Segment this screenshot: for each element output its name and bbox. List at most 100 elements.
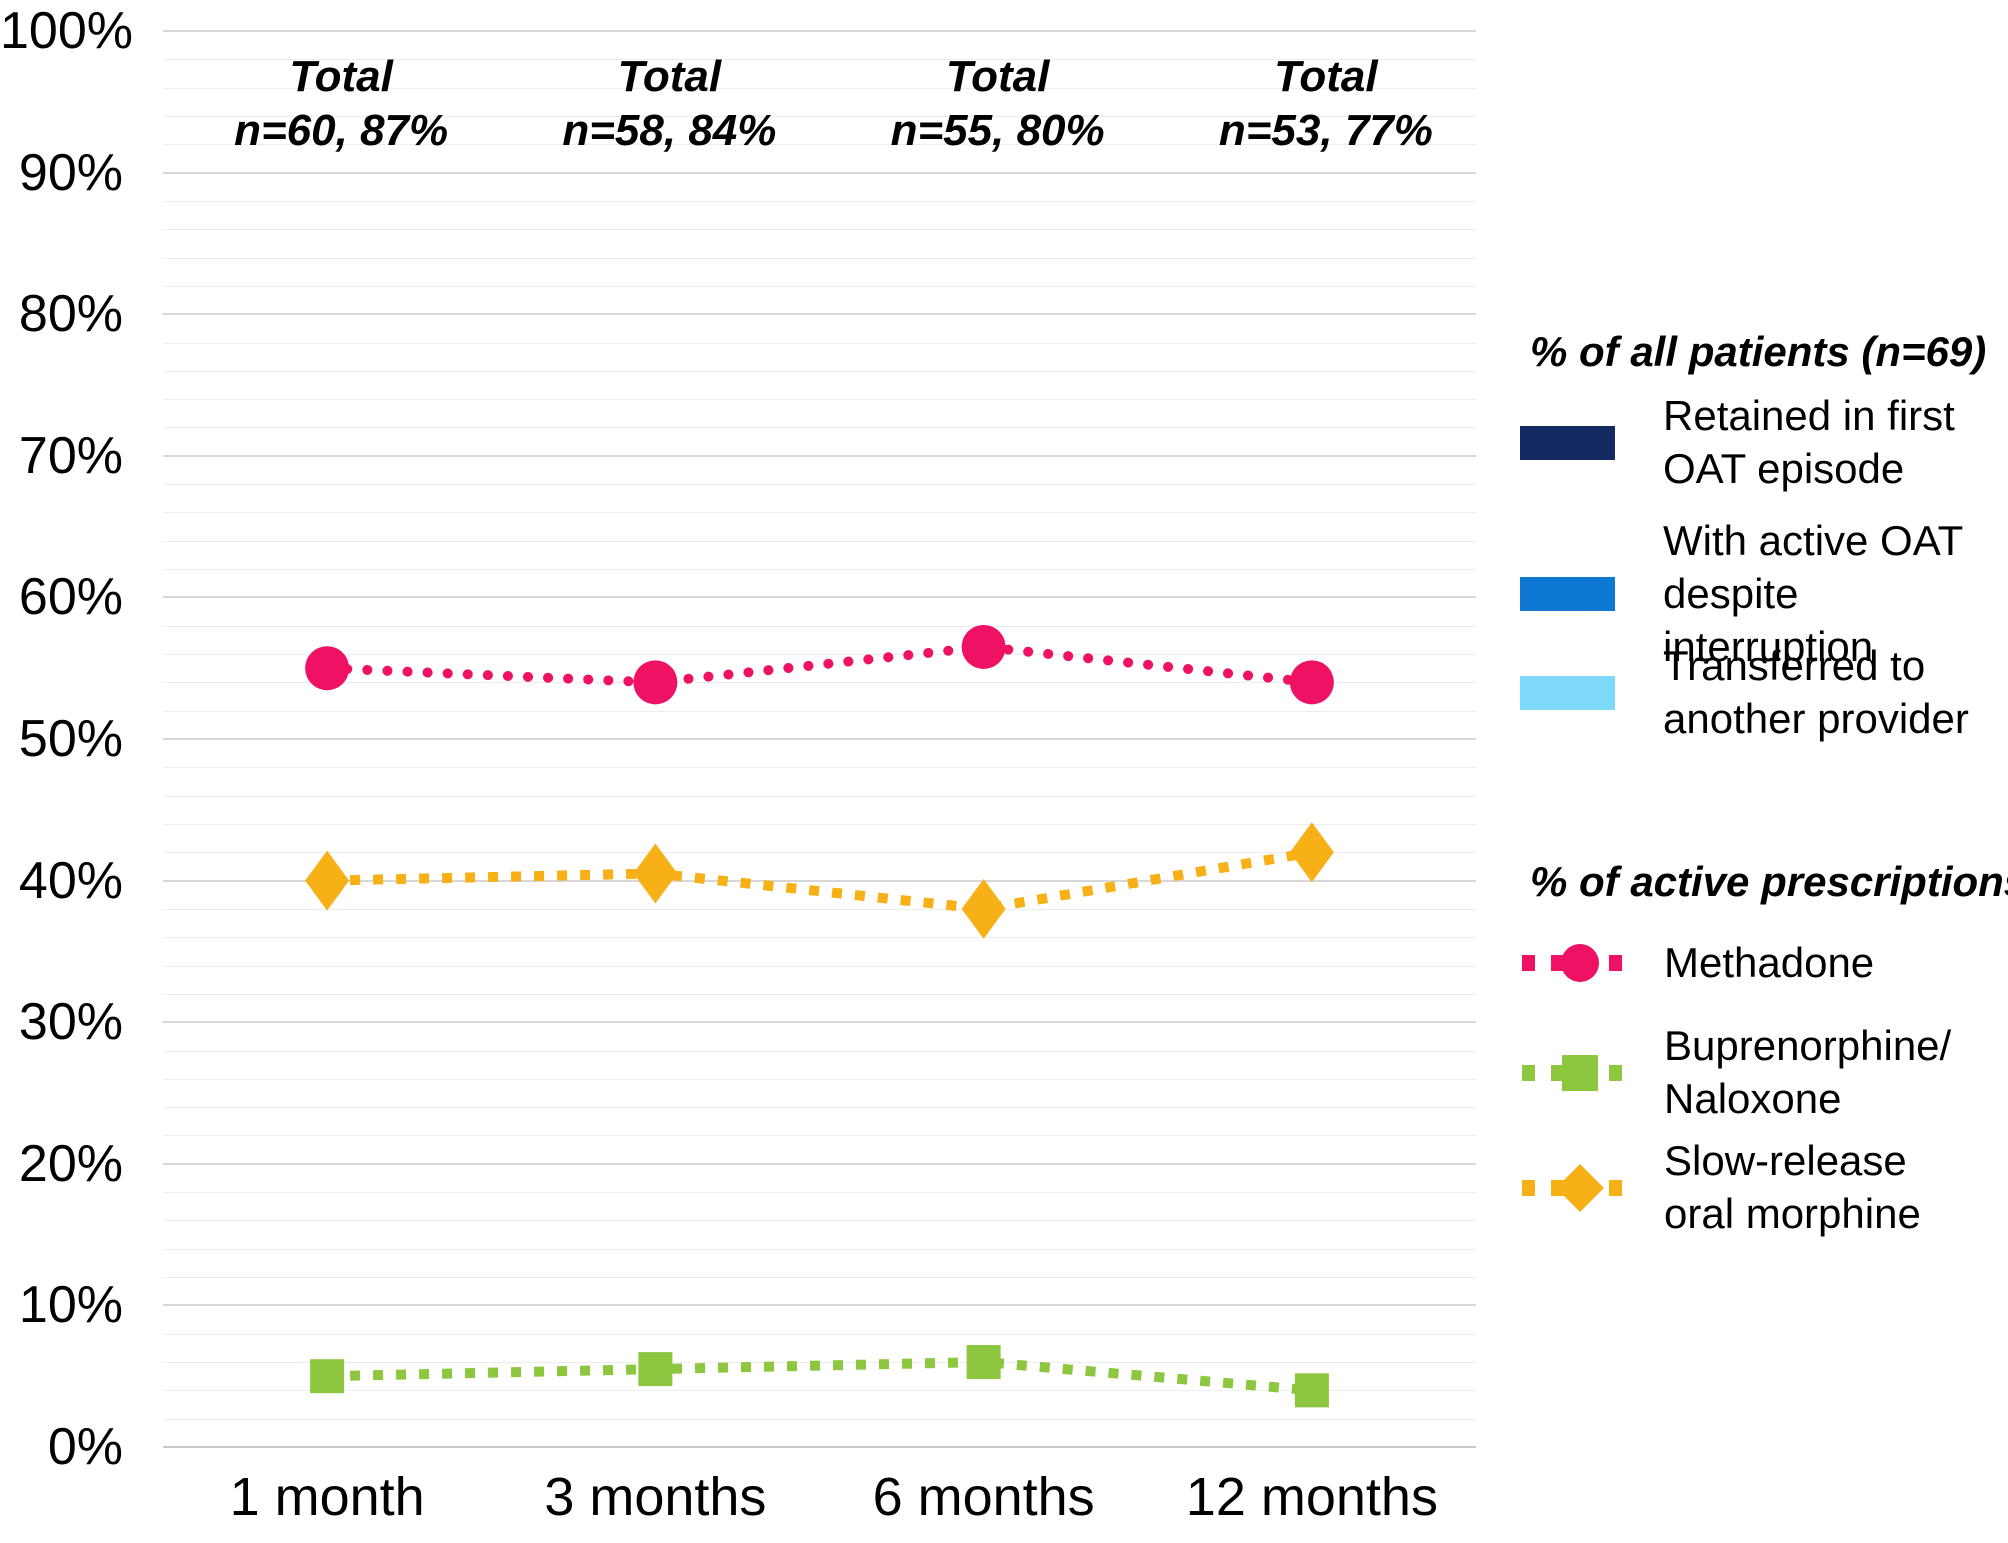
gridline-minor — [163, 144, 1476, 146]
y-tick-label: 50% — [18, 710, 123, 768]
gridline-major — [163, 879, 1476, 882]
gridline-major — [163, 1162, 1476, 1165]
circle-line-icon — [1522, 944, 1638, 982]
gridline-minor — [163, 512, 1476, 514]
legend-item-with: With active OAT despite interruption — [1520, 515, 2008, 674]
square-marker — [1562, 1054, 1598, 1091]
gridline-major — [163, 313, 1476, 316]
diamond-marker — [633, 843, 678, 904]
legend-item-label-line: With active OAT — [1663, 517, 1964, 564]
legend-item-label: Methadone — [1664, 937, 1874, 990]
legend-item-slow-release: Slow-release oral morphine — [1520, 1135, 1921, 1241]
total-label-line2: n=58, 84% — [562, 105, 777, 155]
gridline-minor — [163, 342, 1476, 344]
square-marker — [1294, 1373, 1329, 1408]
legend-header-patients: % of all patients (n=69) — [1530, 328, 1987, 375]
legend-item-label-line: Transferred to — [1663, 642, 1926, 689]
circle-marker — [1561, 944, 1599, 982]
gridline-minor — [163, 654, 1476, 656]
gridline-minor — [163, 625, 1476, 627]
diamond-marker — [961, 878, 1006, 939]
legend-item-label-line: oral morphine — [1664, 1189, 1921, 1237]
legend-item-label-line: Slow-release — [1664, 1137, 1907, 1184]
gridlines-layer — [163, 30, 1476, 1448]
legend-item-methadone: Methadone — [1520, 925, 1874, 1001]
gridline-minor — [163, 257, 1476, 259]
square-line-icon — [1522, 1054, 1638, 1091]
diamond-line-icon — [1522, 1163, 1638, 1212]
gridline-major — [163, 1304, 1476, 1307]
diamond-marker — [305, 850, 350, 911]
y-tick-label: 100% — [0, 2, 133, 60]
total-label-line1: Total — [945, 52, 1050, 101]
gridline-minor — [163, 852, 1476, 854]
legend-item-label: Transferred to another provider — [1663, 640, 1969, 746]
legend-item-label-line: OAT episode — [1663, 444, 1905, 492]
y-tick-label: 70% — [18, 426, 123, 485]
total-label-line1: Total — [617, 52, 722, 101]
y-tick-label: 10% — [18, 1276, 123, 1335]
square-marker — [966, 1345, 1001, 1380]
legend-item-transferred: Transferred to another provider — [1520, 640, 1969, 746]
square-marker — [638, 1352, 673, 1387]
y-tick-label: 30% — [18, 993, 123, 1052]
gridline-minor — [163, 1277, 1476, 1279]
line-series-svg — [305, 624, 1334, 1408]
total-label-line2: n=53, 77% — [1218, 105, 1433, 155]
total-label: Total n=60, 87% — [171, 50, 511, 157]
gridline-minor — [163, 1135, 1476, 1137]
gridline-minor — [163, 1390, 1476, 1392]
circle-marker — [1289, 660, 1334, 705]
gridline-minor — [163, 965, 1476, 967]
total-label: Total n=58, 84% — [499, 50, 839, 157]
gridline-major — [163, 454, 1476, 457]
y-tick-label: 0% — [47, 1418, 123, 1476]
gridline-minor — [163, 399, 1476, 401]
total-label: Total n=55, 80% — [828, 50, 1168, 157]
gridline-minor — [163, 484, 1476, 486]
gridline-minor — [163, 87, 1476, 89]
gridline-minor — [163, 540, 1476, 542]
y-tick-label: 60% — [18, 568, 123, 627]
legend-item-label: Buprenorphine/Naloxone — [1664, 1020, 1951, 1126]
legend-item-label-line: Methadone — [1664, 938, 1875, 986]
gridline-minor — [163, 1107, 1476, 1109]
methadone-line — [322, 641, 1317, 688]
circle-marker — [305, 646, 350, 691]
gridline-minor — [163, 427, 1476, 429]
gridline-minor — [163, 229, 1476, 231]
gridline-minor — [163, 823, 1476, 825]
gridline-minor — [163, 1078, 1476, 1080]
legend-item-label-line: Naloxone — [1664, 1074, 1842, 1122]
gridline-minor — [163, 795, 1476, 797]
x-axis-label: 6 months — [872, 1467, 1095, 1527]
total-label-line2: n=55, 80% — [890, 105, 1105, 155]
gridline-major — [163, 30, 1476, 32]
gridline-major — [163, 596, 1476, 599]
gridline-minor — [163, 993, 1476, 995]
legend-item-label-line: despite interruption — [1663, 569, 1874, 670]
gridline-minor — [163, 59, 1476, 61]
legend-color-swatch — [1520, 425, 1615, 460]
legend-item-label-line: Buprenorphine/ — [1664, 1022, 1952, 1069]
x-axis-label: 12 months — [1185, 1467, 1438, 1527]
total-label-line1: Total — [1274, 52, 1378, 101]
gridline-minor — [163, 937, 1476, 939]
gridline-minor — [163, 682, 1476, 684]
x-axis-label: 1 month — [229, 1467, 425, 1527]
y-tick-label: 80% — [18, 285, 123, 344]
gridline-major — [163, 171, 1476, 174]
x-axis-label: 3 months — [544, 1467, 767, 1527]
gridline-minor — [163, 908, 1476, 910]
diamond-marker — [1289, 822, 1334, 883]
gridline-minor — [163, 200, 1476, 202]
gridline-minor — [163, 1220, 1476, 1222]
legend-item-label: Slow-release oral morphine — [1664, 1135, 1921, 1241]
legend-item-buprenorphine-: Buprenorphine/Naloxone — [1520, 1020, 1951, 1126]
y-tick-label: 40% — [18, 851, 123, 910]
gridline-major — [163, 1021, 1476, 1024]
line-series-layer — [163, 31, 1476, 1447]
total-label-line2: n=60, 87% — [234, 105, 449, 155]
gridline-minor — [163, 115, 1476, 117]
